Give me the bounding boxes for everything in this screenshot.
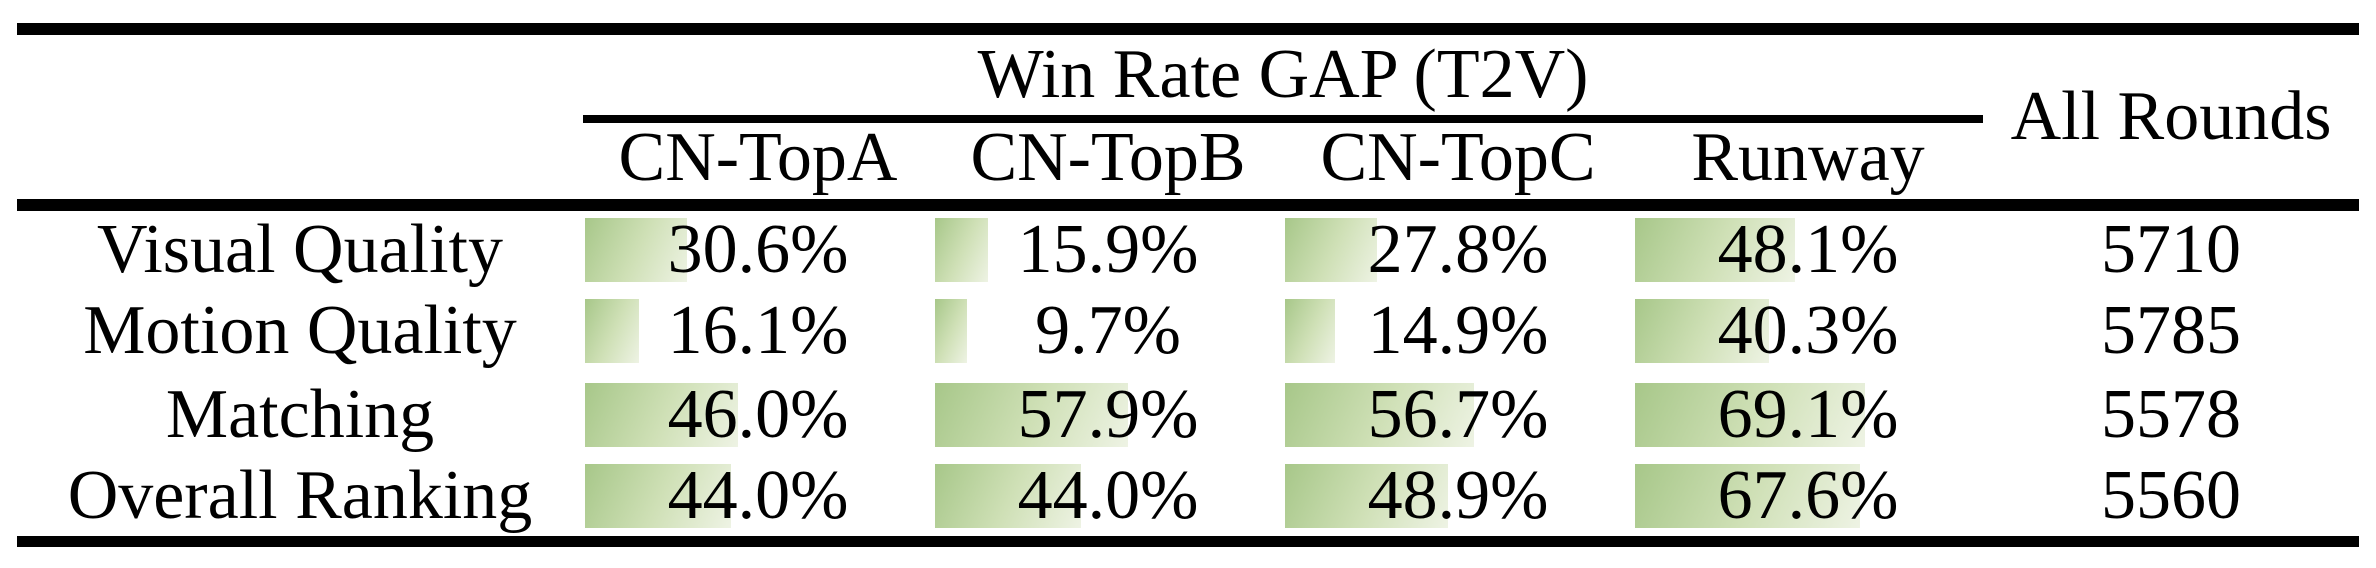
table-row-overall-ranking: Overall Ranking 44.0% 44.0% 48.9% 67.6% xyxy=(17,457,2359,541)
win-rate-value: 44.0% xyxy=(1017,457,1199,535)
win-rate-cell: 40.3% xyxy=(1633,289,1983,373)
all-rounds-value: 5785 xyxy=(2101,292,2242,369)
table-row-visual-quality: Visual Quality 30.6% 15.9% 27.8% 48.1% xyxy=(17,205,2359,289)
win-rate-value: 56.7% xyxy=(1367,376,1549,453)
win-rate-value: 48.9% xyxy=(1367,457,1549,535)
win-rate-value: 27.8% xyxy=(1367,211,1549,288)
win-rate-value: 67.6% xyxy=(1717,457,1899,535)
win-rate-cell: 48.1% xyxy=(1633,205,1983,289)
data-bar xyxy=(1285,464,1448,529)
win-rate-cell: 27.8% xyxy=(1283,205,1633,289)
win-rate-cell: 14.9% xyxy=(1283,289,1633,373)
corner-cell xyxy=(17,29,583,211)
data-bar xyxy=(935,383,1128,447)
win-rate-gap-table: Win Rate GAP (T2V) All Rounds CN-TopA CN… xyxy=(17,23,2360,547)
data-bar xyxy=(1285,299,1335,363)
group-header: Win Rate GAP (T2V) xyxy=(583,29,1984,123)
data-bar xyxy=(585,299,639,363)
data-bar xyxy=(1635,218,1795,282)
win-rate-value: 44.0% xyxy=(667,457,849,535)
win-rate-cell: 16.1% xyxy=(583,289,933,373)
all-rounds-value: 5560 xyxy=(2101,457,2242,535)
row-label: Matching xyxy=(165,376,435,453)
data-bar xyxy=(1635,464,1860,529)
data-bar xyxy=(1635,383,1865,447)
win-rate-value: 14.9% xyxy=(1367,292,1549,369)
row-label: Motion Quality xyxy=(83,292,517,369)
data-bar xyxy=(585,218,687,282)
row-label: Visual Quality xyxy=(96,211,504,288)
group-header-row: Win Rate GAP (T2V) All Rounds xyxy=(17,29,2360,211)
data-bar xyxy=(1285,218,1378,282)
win-rate-cell: 56.7% xyxy=(1283,373,1633,457)
win-rate-value: 48.1% xyxy=(1717,211,1899,288)
win-rate-cell: 9.7% xyxy=(933,289,1283,373)
win-rate-cell: 44.0% xyxy=(933,457,1283,541)
win-rate-value: 40.3% xyxy=(1717,292,1899,369)
column-header-runway: Runway xyxy=(1633,119,1984,211)
table-row-matching: Matching 46.0% 57.9% 56.7% 69.1% 557 xyxy=(17,373,2359,457)
win-rate-value: 69.1% xyxy=(1717,376,1899,453)
all-rounds-header: All Rounds xyxy=(1983,29,2360,211)
data-bar xyxy=(585,383,738,447)
win-rate-value: 9.7% xyxy=(1035,292,1181,369)
row-label: Overall Ranking xyxy=(67,457,533,535)
win-rate-value: 46.0% xyxy=(667,376,849,453)
data-bar xyxy=(585,464,732,529)
win-rate-value: 30.6% xyxy=(667,211,849,288)
all-rounds-value: 5710 xyxy=(2101,211,2242,288)
win-rate-cell: 69.1% xyxy=(1633,373,1983,457)
win-rate-value: 16.1% xyxy=(667,292,849,369)
win-rate-cell: 67.6% xyxy=(1633,457,1983,541)
all-rounds-value: 5578 xyxy=(2101,376,2242,453)
win-rate-cell: 57.9% xyxy=(933,373,1283,457)
data-bar xyxy=(935,299,968,363)
win-rate-cell: 15.9% xyxy=(933,205,1283,289)
data-bar xyxy=(935,464,1082,529)
data-bar xyxy=(1285,383,1474,447)
win-rate-cell: 44.0% xyxy=(583,457,933,541)
data-bar xyxy=(1635,299,1769,363)
win-rate-cell: 46.0% xyxy=(583,373,933,457)
win-rate-cell: 30.6% xyxy=(583,205,933,289)
win-rate-cell: 48.9% xyxy=(1283,457,1633,541)
table-row-motion-quality: Motion Quality 16.1% 9.7% 14.9% 40.3% xyxy=(17,289,2359,373)
win-rate-value: 57.9% xyxy=(1017,376,1199,453)
win-rate-value: 15.9% xyxy=(1017,211,1199,288)
column-header-cn-topc: CN-TopC xyxy=(1283,119,1633,211)
column-header-row: CN-TopA CN-TopB CN-TopC Runway xyxy=(17,119,2359,211)
column-header-cn-topb: CN-TopB xyxy=(933,119,1283,211)
data-bar xyxy=(935,218,988,282)
column-header-cn-topa: CN-TopA xyxy=(583,119,933,211)
